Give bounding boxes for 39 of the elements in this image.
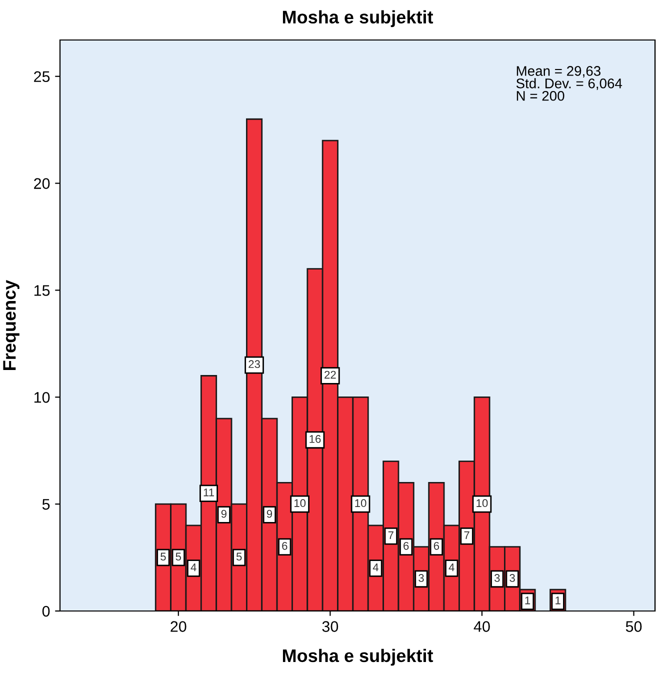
data-label: 10 xyxy=(355,499,366,508)
data-label: 6 xyxy=(434,542,440,550)
data-label: 7 xyxy=(464,531,470,540)
data-label: 10 xyxy=(476,499,488,508)
data-label: 9 xyxy=(266,510,272,518)
data-label: 6 xyxy=(404,542,409,550)
data-label: 23 xyxy=(248,360,260,368)
data-label: 1 xyxy=(525,596,530,604)
data-label: 16 xyxy=(310,435,321,443)
data-label: 9 xyxy=(221,510,226,518)
data-label: 6 xyxy=(282,542,288,550)
data-label: 5 xyxy=(236,552,242,561)
x-tick-label: 50 xyxy=(626,621,642,632)
x-tick-label: 20 xyxy=(170,621,186,632)
data-label: 3 xyxy=(510,574,515,582)
x-tick-label: 30 xyxy=(322,621,338,632)
x-tick-label: 40 xyxy=(474,621,490,632)
data-label: 11 xyxy=(204,488,214,496)
y-tick-label: 5 xyxy=(42,499,50,510)
data-label: 5 xyxy=(176,552,182,561)
data-label: 1 xyxy=(556,596,560,604)
y-tick-label: 0 xyxy=(42,606,50,617)
data-label: 4 xyxy=(448,563,454,572)
data-label: 7 xyxy=(388,531,394,540)
y-axis-title: Frequency xyxy=(3,280,20,370)
data-label: 22 xyxy=(324,370,336,379)
y-tick-label: 10 xyxy=(34,392,50,403)
data-label: 5 xyxy=(160,552,166,561)
y-tick-label: 20 xyxy=(34,178,50,189)
annotation: Mean = 29,63 Std. Dev. = 6,064 N = 200 xyxy=(516,66,622,101)
y-tick-label: 15 xyxy=(34,285,50,296)
y-tick-label: 25 xyxy=(34,71,50,82)
data-label: 10 xyxy=(294,499,306,508)
data-label: 3 xyxy=(418,574,424,582)
data-label: 4 xyxy=(372,563,378,572)
chart-title: Mosha e subjektit xyxy=(282,10,434,28)
data-label: 4 xyxy=(190,563,196,572)
x-axis-title: Mosha e subjektit xyxy=(282,648,434,666)
data-label: 3 xyxy=(494,574,500,582)
